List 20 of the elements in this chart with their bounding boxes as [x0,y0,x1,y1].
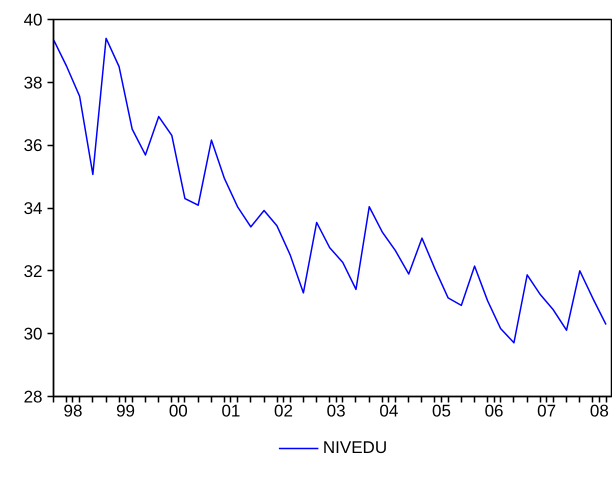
x-tick-label: 04 [379,402,398,420]
line-series [54,38,607,344]
y-tick-label: 32 [24,262,43,281]
x-tick-label: 05 [432,402,451,420]
y-tick-label: 38 [24,73,43,92]
x-tick-label: 03 [326,402,346,420]
x-tick-label: 02 [274,402,293,420]
y-tick-label: 30 [24,324,43,344]
x-tick-label: 01 [221,402,240,420]
x-tick-label: 06 [484,402,504,420]
y-tick-label: 28 [24,388,43,406]
x-tick-label: 08 [590,402,609,420]
x-tick-label: 99 [116,402,136,420]
y-tick-label: 36 [24,136,43,156]
legend-label: NIVEDU [322,438,388,458]
x-tick-label: 98 [64,402,82,420]
x-tick-label: 00 [168,402,188,420]
x-tick-label: 07 [537,402,556,420]
y-tick-label: 40 [24,10,43,30]
y-tick-label: 34 [24,199,43,218]
